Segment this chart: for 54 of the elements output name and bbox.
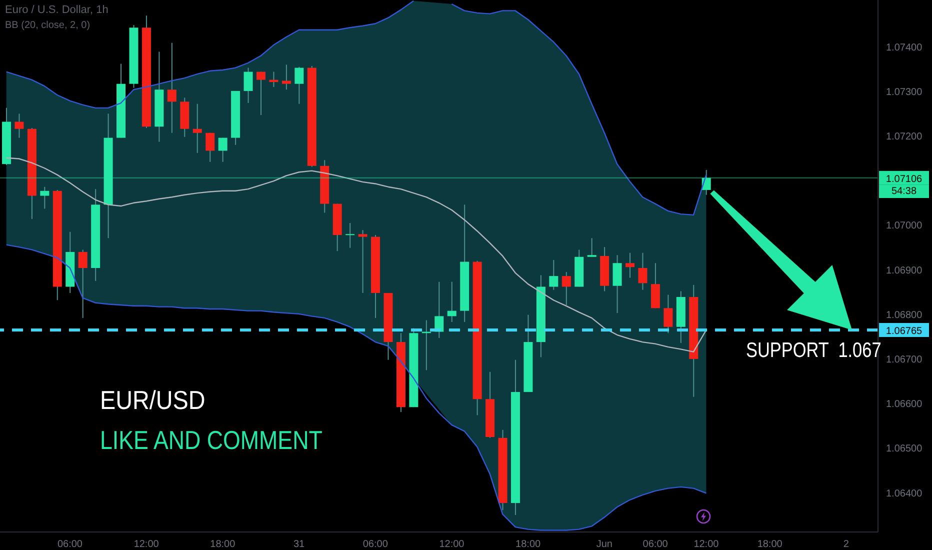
x-tick-label: 18:00 (516, 539, 542, 550)
candlestick (282, 64, 291, 90)
y-tick-label: 1.06400 (886, 488, 923, 500)
candlestick (14, 113, 24, 138)
x-tick-label: 18:00 (757, 539, 783, 550)
y-tick-label: 1.07300 (886, 86, 923, 98)
chart-title: Euro / U.S. Dollar, 1h (5, 4, 108, 16)
candlestick (612, 254, 622, 314)
x-tick-label: 06:00 (642, 539, 668, 550)
candlestick (562, 272, 571, 306)
candlestick (218, 137, 228, 162)
ref-line-label: 1.07106 (886, 174, 923, 185)
candlestick (192, 103, 202, 154)
candlestick (78, 249, 88, 318)
y-tick-label: 1.06800 (886, 310, 923, 321)
annotation: SUPPORT 1.067 (746, 339, 882, 363)
candlestick (549, 259, 558, 290)
candlestick (244, 67, 253, 104)
x-tick-label: 12:00 (134, 539, 160, 550)
candlestick (346, 222, 355, 248)
candlestick (626, 252, 635, 278)
y-tick-label: 1.06600 (886, 399, 923, 410)
y-tick-label: 1.06500 (886, 444, 923, 455)
candlestick (256, 71, 266, 116)
candlestick (447, 281, 456, 322)
ref-line-label: 1.06765 (886, 326, 923, 337)
annotation: LIKE AND COMMENT (100, 425, 322, 455)
x-tick-label: 12:00 (694, 539, 720, 550)
x-tick-label: Jun (596, 539, 612, 550)
candlestick (638, 252, 648, 290)
y-tick-label: 1.07200 (886, 132, 923, 143)
x-tick-label: 18:00 (210, 539, 236, 550)
text: 54:38 (879, 184, 929, 198)
candlestick (206, 132, 215, 162)
line-series (6, 157, 707, 352)
x-tick-label: 2 (843, 539, 850, 550)
x-tick-label: 31 (293, 539, 306, 550)
candlestick (40, 186, 50, 210)
text: BB (20, close, 2, 0) (5, 20, 90, 31)
candlestick (664, 294, 673, 334)
y-tick-label: 1.06900 (886, 265, 923, 276)
y-tick-label: 1.06700 (886, 354, 923, 366)
candlestick (167, 42, 176, 134)
x-tick-label: 06:00 (362, 539, 388, 550)
candlestick (269, 71, 278, 88)
annotation: EUR/USD (100, 385, 206, 415)
y-tick-label: 1.07400 (886, 42, 923, 54)
x-tick-label: 06:00 (57, 539, 83, 550)
line-series (6, 244, 707, 531)
candlestick (587, 238, 596, 258)
y-tick-label: 1.07000 (886, 220, 923, 232)
candlestick (294, 66, 304, 104)
candlestick (358, 230, 368, 294)
x-tick-label: 12:00 (439, 539, 465, 550)
